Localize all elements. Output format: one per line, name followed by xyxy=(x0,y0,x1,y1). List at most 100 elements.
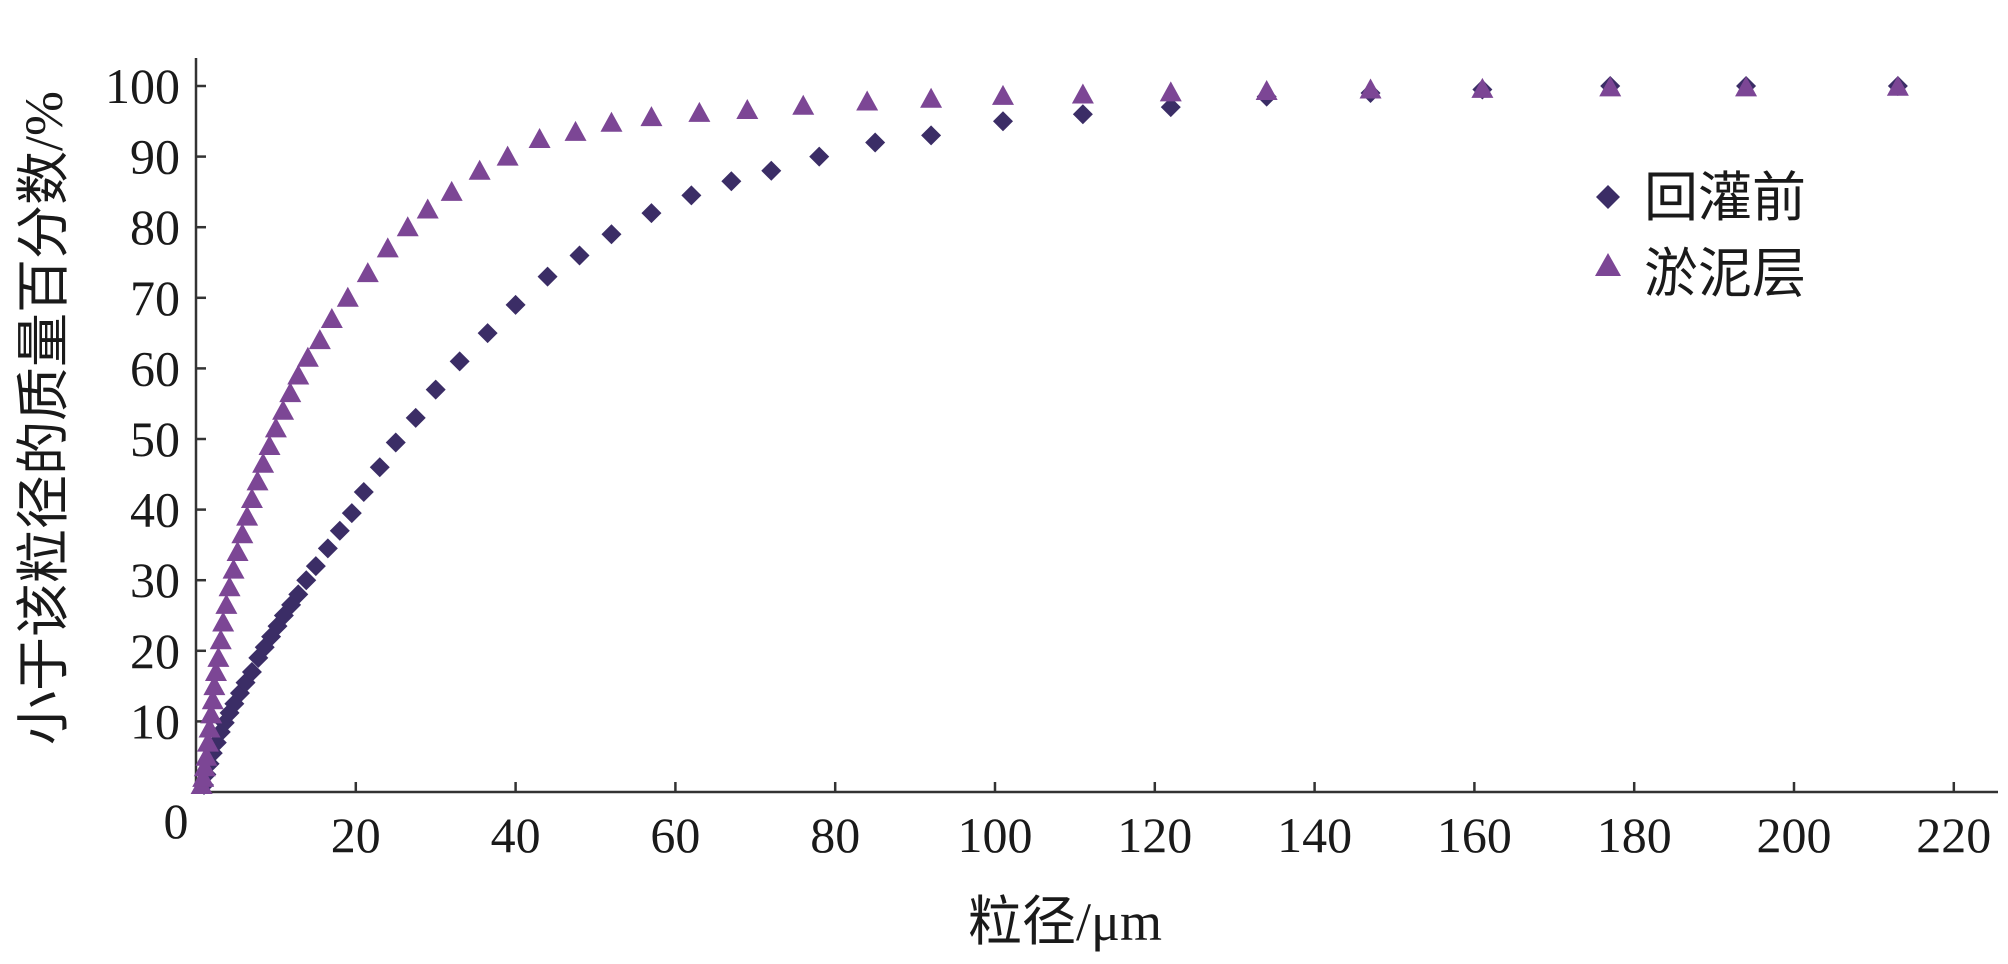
data-point-triangle xyxy=(258,435,281,456)
data-point-diamond xyxy=(305,556,326,577)
data-point-triangle xyxy=(198,717,221,738)
data-point-diamond xyxy=(865,132,886,153)
data-point-triangle xyxy=(204,660,227,681)
x-tick-label: 60 xyxy=(650,807,700,863)
data-point-diamond xyxy=(405,407,426,428)
x-tick-label: 140 xyxy=(1277,807,1352,863)
data-point-triangle xyxy=(396,216,419,237)
y-tick-label: 60 xyxy=(130,340,180,396)
data-point-diamond xyxy=(317,538,338,559)
data-point-triangle xyxy=(336,286,359,307)
data-point-triangle xyxy=(279,382,302,403)
data-point-triangle xyxy=(209,629,232,650)
x-tick-label: 80 xyxy=(810,807,860,863)
y-tick-label: 20 xyxy=(130,623,180,679)
data-point-triangle xyxy=(1471,77,1494,98)
y-tick-label: 50 xyxy=(130,411,180,467)
data-point-diamond xyxy=(1160,97,1181,118)
y-axis-title: 小于该粒径的质量百分数/% xyxy=(14,91,74,745)
data-point-triangle xyxy=(218,576,241,597)
legend-item-淤泥层: 淤泥层 xyxy=(1595,244,1806,304)
data-point-diamond xyxy=(369,457,390,478)
data-point-diamond xyxy=(537,266,558,287)
y-tick-label: 80 xyxy=(130,199,180,255)
data-point-triangle xyxy=(356,262,379,283)
x-axis-ticks: 20 40 60 80 100 120 140 160 180 200 220 xyxy=(331,782,1991,863)
data-point-triangle xyxy=(564,120,587,141)
data-point-triangle xyxy=(468,159,491,180)
data-point-diamond xyxy=(353,481,374,502)
data-point-triangle xyxy=(1071,83,1094,104)
data-point-diamond xyxy=(385,432,406,453)
plot-series xyxy=(190,75,1909,795)
data-point-diamond xyxy=(921,125,942,146)
x-axis-title: 粒径/μm xyxy=(968,892,1162,952)
y-tick-label: 70 xyxy=(130,270,180,326)
data-point-diamond xyxy=(569,245,590,266)
data-point-triangle xyxy=(195,745,218,766)
legend-label-series-2: 淤泥层 xyxy=(1644,244,1806,304)
y-tick-label: 30 xyxy=(130,552,180,608)
data-point-diamond xyxy=(992,111,1013,132)
data-point-triangle xyxy=(1359,78,1382,99)
data-point-triangle xyxy=(376,237,399,258)
data-point-triangle xyxy=(600,111,623,132)
data-point-triangle xyxy=(528,127,551,148)
x-tick-label: 180 xyxy=(1597,807,1672,863)
legend-label-series-1: 回灌前 xyxy=(1644,168,1806,228)
legend: 回灌前 淤泥层 xyxy=(1595,168,1806,304)
data-point-triangle xyxy=(231,523,254,544)
data-point-triangle xyxy=(1735,76,1758,97)
data-point-diamond xyxy=(449,351,470,372)
data-point-triangle xyxy=(320,307,343,328)
y-tick-label: 40 xyxy=(130,482,180,538)
data-point-triangle xyxy=(991,84,1014,105)
data-point-triangle xyxy=(272,399,295,420)
legend-item-回灌前: 回灌前 xyxy=(1596,168,1806,228)
y-tick-label: 10 xyxy=(130,693,180,749)
data-point-triangle xyxy=(496,145,519,166)
data-point-triangle xyxy=(1255,79,1278,100)
x-tick-label: 120 xyxy=(1117,807,1192,863)
data-point-triangle xyxy=(920,87,943,108)
x-tick-label: 100 xyxy=(958,807,1033,863)
data-point-triangle xyxy=(196,731,219,752)
origin-label: 0 xyxy=(164,793,189,849)
data-point-triangle xyxy=(1886,75,1909,96)
data-point-diamond xyxy=(241,661,262,682)
data-point-triangle xyxy=(416,198,439,219)
data-point-triangle xyxy=(736,99,759,120)
data-point-diamond xyxy=(288,584,309,605)
x-tick-label: 40 xyxy=(491,807,541,863)
data-point-triangle xyxy=(1159,81,1182,102)
data-point-diamond xyxy=(477,323,498,344)
data-point-triangle xyxy=(308,329,331,350)
data-point-triangle xyxy=(201,689,224,710)
data-point-triangle xyxy=(1599,76,1622,97)
data-point-triangle xyxy=(193,756,216,777)
data-point-triangle xyxy=(252,452,275,473)
legend-marker-diamond xyxy=(1596,185,1620,209)
data-point-triangle xyxy=(226,540,249,561)
data-point-triangle xyxy=(640,106,663,127)
data-point-triangle xyxy=(246,470,269,491)
data-point-diamond xyxy=(296,570,317,591)
data-point-triangle xyxy=(296,346,319,367)
data-point-triangle xyxy=(212,611,235,632)
data-point-triangle xyxy=(688,101,711,122)
data-point-diamond xyxy=(1072,104,1093,125)
data-point-triangle xyxy=(440,180,463,201)
data-point-diamond xyxy=(809,146,830,167)
data-point-triangle xyxy=(240,488,263,509)
data-point-triangle xyxy=(264,417,287,438)
legend-marker-triangle xyxy=(1595,253,1621,276)
x-tick-label: 160 xyxy=(1437,807,1512,863)
axes xyxy=(194,58,1998,794)
data-point-diamond xyxy=(601,224,622,245)
y-tick-label: 100 xyxy=(105,58,180,114)
data-point-diamond xyxy=(681,185,702,206)
y-tick-label: 90 xyxy=(130,129,180,185)
data-point-triangle xyxy=(236,505,259,526)
data-point-diamond xyxy=(341,503,362,524)
